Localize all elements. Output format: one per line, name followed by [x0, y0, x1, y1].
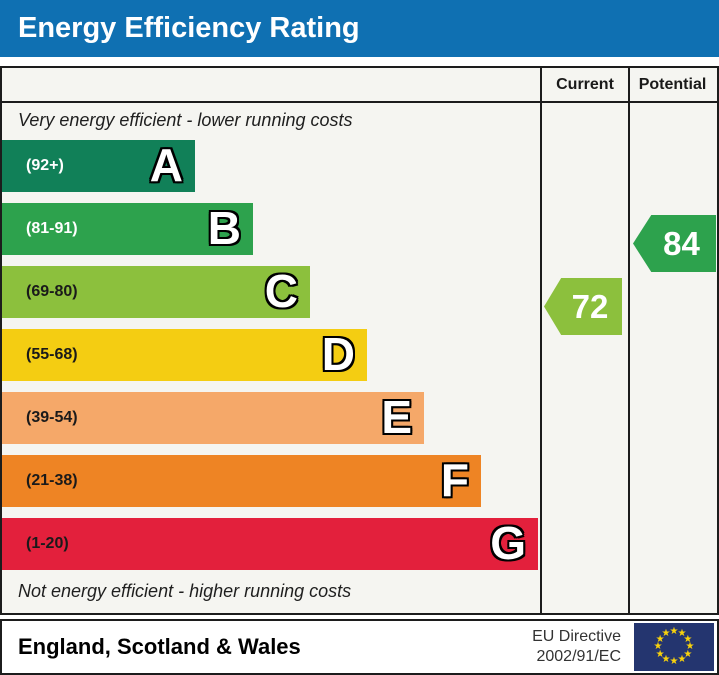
band-range-label: (1-20): [26, 535, 69, 552]
eu-flag-star: ★: [653, 641, 663, 652]
band-range-label: (21-38): [26, 472, 78, 489]
current-column-divider: [540, 68, 542, 613]
rating-table: Current Potential Very energy efficient …: [0, 66, 719, 615]
top-note: Very energy efficient - lower running co…: [18, 110, 353, 130]
page-title: Energy Efficiency Rating: [0, 0, 719, 57]
band-letter: A: [149, 139, 183, 191]
eu-flag-star: ★: [685, 641, 695, 652]
band-range-label: (92+): [26, 157, 64, 174]
band-range-label: (39-54): [26, 409, 78, 426]
eu-directive-line2: 2002/91/EC: [536, 648, 621, 665]
eu-flag-star: ★: [683, 633, 693, 645]
band-letter: D: [321, 328, 355, 380]
band-F: (21-38) F: [2, 455, 481, 507]
band-E: (39-54) E: [2, 392, 424, 444]
current-rating-arrow: 72: [544, 278, 622, 335]
current-column-header: Current: [556, 76, 614, 93]
potential-column-divider: [628, 68, 630, 613]
band-range-label: (55-68): [26, 346, 78, 363]
eu-flag-star: ★: [669, 626, 679, 637]
band-A: (92+) A: [2, 140, 195, 192]
eu-flag-star: ★: [683, 648, 693, 660]
band-letter: C: [264, 265, 298, 317]
band-D: (55-68) D: [2, 329, 367, 381]
potential-column-header: Potential: [638, 76, 707, 93]
eu-flag-star: ★: [661, 653, 671, 665]
eu-flag-star: ★: [655, 648, 665, 660]
potential-rating-value: 84: [663, 225, 700, 262]
eu-flag-star: ★: [655, 633, 665, 645]
region-label: England, Scotland & Wales: [18, 634, 301, 659]
eu-directive-label: EU Directive 2002/91/EC: [532, 627, 621, 667]
eu-directive-line1: EU Directive: [532, 628, 621, 645]
band-letter: G: [490, 517, 526, 569]
current-rating-value: 72: [571, 288, 609, 325]
eu-flag: ★ ★ ★ ★ ★ ★ ★ ★ ★ ★ ★ ★: [634, 623, 714, 671]
bottom-note: Not energy efficient - higher running co…: [18, 581, 352, 601]
potential-rating-arrow: 84: [633, 215, 716, 272]
column-header-row: [2, 68, 717, 103]
band-G: (1-20) G: [2, 518, 538, 570]
band-range-label: (81-91): [26, 220, 78, 237]
band-range-label: (69-80): [26, 283, 78, 300]
footer: England, Scotland & Wales EU Directive 2…: [0, 619, 719, 675]
band-B: (81-91) B: [2, 203, 253, 255]
band-letter: B: [207, 202, 241, 254]
band-C: (69-80) C: [2, 266, 310, 318]
band-letter: F: [440, 454, 469, 506]
eu-flag-star: ★: [677, 628, 687, 639]
eu-flag-star: ★: [661, 628, 671, 639]
eu-flag-star: ★: [677, 653, 687, 665]
band-letter: E: [381, 391, 412, 443]
eu-flag-star: ★: [669, 656, 679, 667]
